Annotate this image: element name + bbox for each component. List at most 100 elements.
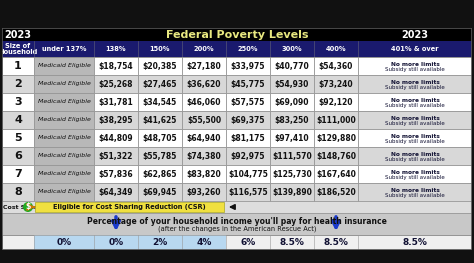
Bar: [138, 183, 182, 201]
Polygon shape: [4, 4, 24, 14]
Bar: [358, 57, 472, 75]
Bar: [34, 129, 94, 147]
Text: $54,930: $54,930: [275, 79, 309, 89]
Text: $46,060: $46,060: [187, 98, 221, 107]
Text: $64,940: $64,940: [187, 134, 221, 143]
Text: $167,640: $167,640: [316, 169, 356, 179]
Bar: [2, 147, 34, 165]
Polygon shape: [460, 4, 470, 24]
Bar: [182, 235, 226, 250]
Text: Nevada
Insurance
Enrollment: Nevada Insurance Enrollment: [421, 3, 448, 21]
Bar: [138, 93, 182, 111]
Bar: [226, 57, 270, 75]
Text: 2023: 2023: [401, 29, 428, 39]
Bar: [182, 147, 226, 165]
Text: $38,295: $38,295: [99, 115, 133, 124]
Bar: [314, 111, 358, 129]
Bar: [358, 165, 472, 183]
Text: No more limits: No more limits: [391, 79, 439, 84]
Text: 0%: 0%: [56, 238, 72, 247]
Bar: [226, 165, 270, 183]
Bar: [34, 235, 94, 250]
Bar: [226, 75, 270, 93]
Text: $73,240: $73,240: [319, 79, 353, 89]
Text: No more limits: No more limits: [391, 98, 439, 103]
Text: 8.5%: 8.5%: [324, 238, 348, 247]
Text: 8: 8: [14, 187, 22, 197]
Text: $41,625: $41,625: [143, 115, 177, 124]
Text: $69,375: $69,375: [231, 115, 265, 124]
Text: $45,775: $45,775: [231, 79, 265, 89]
Bar: [34, 111, 94, 129]
Bar: [94, 129, 138, 147]
Bar: [94, 75, 138, 93]
Polygon shape: [14, 4, 24, 24]
Text: $31,781: $31,781: [99, 98, 133, 107]
Bar: [94, 93, 138, 111]
Bar: [2, 213, 472, 235]
Text: $111,000: $111,000: [316, 115, 356, 124]
Text: 0%: 0%: [109, 238, 124, 247]
Bar: [94, 111, 138, 129]
Bar: [94, 147, 138, 165]
Bar: [2, 28, 472, 41]
Text: Subsidy still available: Subsidy still available: [385, 67, 445, 72]
Text: Subsidy still available: Subsidy still available: [385, 103, 445, 108]
Text: Subsidy still available: Subsidy still available: [385, 156, 445, 161]
Text: $148,760: $148,760: [316, 151, 356, 160]
Text: $186,520: $186,520: [316, 188, 356, 196]
Bar: [449, 3, 471, 25]
Text: 401% & over: 401% & over: [391, 46, 439, 52]
Bar: [358, 147, 472, 165]
Bar: [138, 147, 182, 165]
Bar: [3, 3, 25, 25]
Text: $51,322: $51,322: [99, 151, 133, 160]
Text: Medicaid Eligible: Medicaid Eligible: [37, 135, 91, 140]
Text: Percentage of your household income you'll pay for health insurance: Percentage of your household income you'…: [87, 217, 387, 226]
Bar: [358, 75, 472, 93]
Text: $92,120: $92,120: [319, 98, 353, 107]
Bar: [270, 111, 314, 129]
Text: $20,385: $20,385: [143, 62, 177, 70]
Polygon shape: [450, 14, 470, 24]
Text: $27,180: $27,180: [187, 62, 221, 70]
Bar: [182, 93, 226, 111]
Text: Medicaid Eligible: Medicaid Eligible: [37, 190, 91, 195]
Bar: [226, 147, 270, 165]
Text: $54,360: $54,360: [319, 62, 353, 70]
Bar: [94, 183, 138, 201]
Bar: [2, 165, 34, 183]
Bar: [358, 183, 472, 201]
Text: $129,880: $129,880: [316, 134, 356, 143]
Text: No more limits: No more limits: [391, 151, 439, 156]
Bar: [2, 93, 34, 111]
Bar: [358, 93, 472, 111]
Bar: [138, 129, 182, 147]
Bar: [314, 93, 358, 111]
Bar: [226, 129, 270, 147]
Text: Health Insurance Subsidy Chart: Health Insurance Subsidy Chart: [89, 5, 385, 23]
Text: 200%: 200%: [194, 46, 214, 52]
Circle shape: [23, 202, 33, 212]
Bar: [270, 57, 314, 75]
Text: $111,570: $111,570: [272, 151, 312, 160]
Text: $69,090: $69,090: [275, 98, 309, 107]
Text: $69,945: $69,945: [143, 188, 177, 196]
Text: 300%: 300%: [282, 46, 302, 52]
Bar: [34, 57, 94, 75]
Bar: [94, 235, 138, 250]
Bar: [34, 147, 94, 165]
Bar: [270, 147, 314, 165]
Bar: [314, 165, 358, 183]
Bar: [138, 111, 182, 129]
Bar: [472, 0, 474, 263]
Text: 250%: 250%: [238, 46, 258, 52]
Text: $55,785: $55,785: [143, 151, 177, 160]
Text: $55,500: $55,500: [187, 115, 221, 124]
Text: 2: 2: [14, 79, 22, 89]
Bar: [314, 57, 358, 75]
Text: 2%: 2%: [152, 238, 168, 247]
Text: $57,575: $57,575: [231, 98, 265, 107]
Text: Cost Sharing = Save: Cost Sharing = Save: [3, 205, 74, 210]
Bar: [0, 0, 474, 28]
